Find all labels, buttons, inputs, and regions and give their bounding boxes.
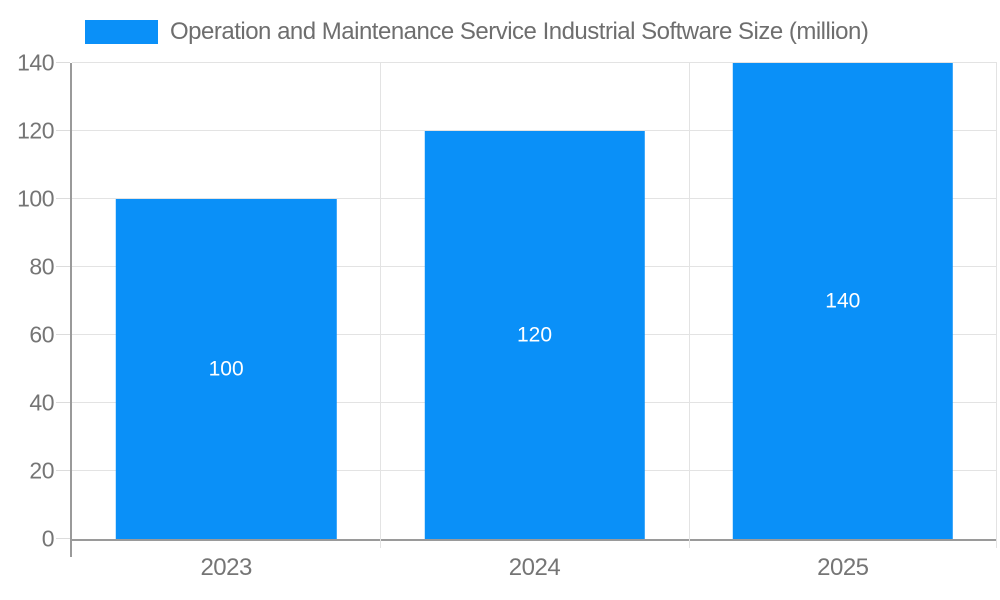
y-tick-label: 140 xyxy=(17,49,54,76)
category-separator-line xyxy=(688,63,690,548)
y-axis-tick-labels: 0 20 40 60 80 100 120 140 xyxy=(0,51,54,550)
category-separator-line xyxy=(996,63,997,548)
y-tick-mark xyxy=(56,62,70,63)
legend-label: Operation and Maintenance Service Indust… xyxy=(170,18,869,45)
x-axis-tick-labels: 2023 2024 2025 xyxy=(72,556,997,588)
bar-value-label: 140 xyxy=(825,289,861,313)
y-tick-mark xyxy=(56,266,70,267)
bar-value-label: 100 xyxy=(208,357,244,381)
category-separator-line xyxy=(380,63,382,548)
legend-swatch-icon xyxy=(85,20,158,44)
gridline xyxy=(72,129,997,131)
y-axis-line-extension xyxy=(70,539,72,557)
bar[interactable]: 100 xyxy=(115,199,337,539)
bar[interactable]: 140 xyxy=(732,63,954,539)
y-tick-label: 100 xyxy=(17,185,54,212)
bar-value-label: 120 xyxy=(516,323,553,347)
y-tick-label: 120 xyxy=(17,117,54,144)
y-tick-mark xyxy=(56,470,70,471)
legend[interactable]: Operation and Maintenance Service Indust… xyxy=(85,18,869,46)
x-tick-label: 2024 xyxy=(508,554,561,581)
y-tick-label: 40 xyxy=(29,389,54,416)
y-tick-label: 80 xyxy=(29,253,54,280)
x-tick-label: 2023 xyxy=(200,554,252,581)
y-tick-mark xyxy=(56,129,70,131)
x-tick-label: 2025 xyxy=(817,554,869,581)
y-tick-label: 20 xyxy=(29,457,54,484)
bar[interactable]: 120 xyxy=(424,131,645,539)
plot-area: 100 120 140 xyxy=(56,62,997,557)
y-tick-label: 0 xyxy=(41,525,55,552)
y-tick-mark xyxy=(56,538,70,539)
y-tick-mark xyxy=(56,402,70,403)
y-tick-mark xyxy=(56,333,70,335)
y-tick-mark xyxy=(56,197,70,199)
y-tick-label: 60 xyxy=(29,321,54,348)
gridline xyxy=(72,62,997,63)
